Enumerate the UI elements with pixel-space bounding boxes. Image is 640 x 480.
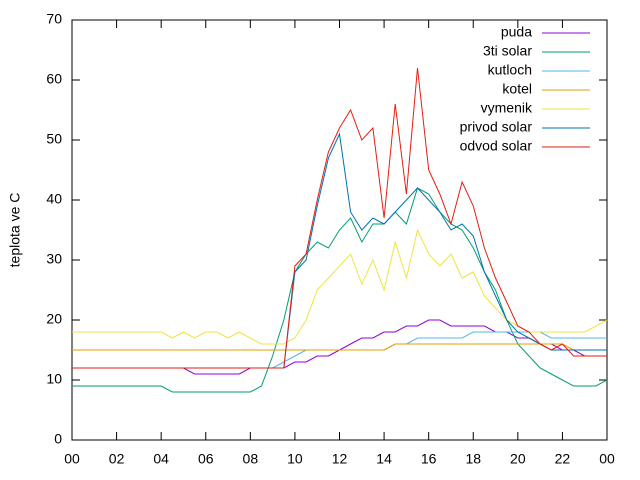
x-tick-label: 22 <box>555 451 571 467</box>
x-tick-label: 10 <box>287 451 303 467</box>
x-tick-label: 00 <box>64 451 80 467</box>
legend-label: vymenik <box>481 100 533 116</box>
legend-label: kutloch <box>488 62 532 78</box>
series-line <box>72 343 607 351</box>
x-tick-label: 08 <box>243 451 259 467</box>
y-tick-label: 30 <box>46 251 62 267</box>
y-tick-label: 0 <box>54 431 62 447</box>
y-tick-label: 20 <box>46 311 62 327</box>
y-tick-label: 10 <box>46 371 62 387</box>
y-tick-label: 60 <box>46 71 62 87</box>
legend-label: kotel <box>502 81 532 97</box>
x-tick-label: 06 <box>198 451 214 467</box>
x-tick-label: 02 <box>109 451 125 467</box>
series-line <box>72 187 608 393</box>
legend-label: privod solar <box>460 119 533 135</box>
x-tick-label: 00 <box>599 451 615 467</box>
y-tick-label: 40 <box>46 191 62 207</box>
x-tick-label: 12 <box>332 451 348 467</box>
y-tick-label: 70 <box>46 11 62 27</box>
y-axis-label: teplota ve C <box>7 193 23 268</box>
x-tick-label: 18 <box>465 451 481 467</box>
x-tick-label: 20 <box>510 451 526 467</box>
y-tick-label: 50 <box>46 131 62 147</box>
legend-label: puda <box>501 24 532 40</box>
x-tick-label: 14 <box>376 451 392 467</box>
series-line <box>72 67 607 369</box>
series-line <box>72 319 607 375</box>
legend-label: 3ti solar <box>483 43 532 59</box>
x-tick-label: 04 <box>153 451 169 467</box>
series-line <box>72 132 607 369</box>
series-line <box>72 228 608 345</box>
legend-label: odvod solar <box>460 138 533 154</box>
x-tick-label: 16 <box>421 451 437 467</box>
